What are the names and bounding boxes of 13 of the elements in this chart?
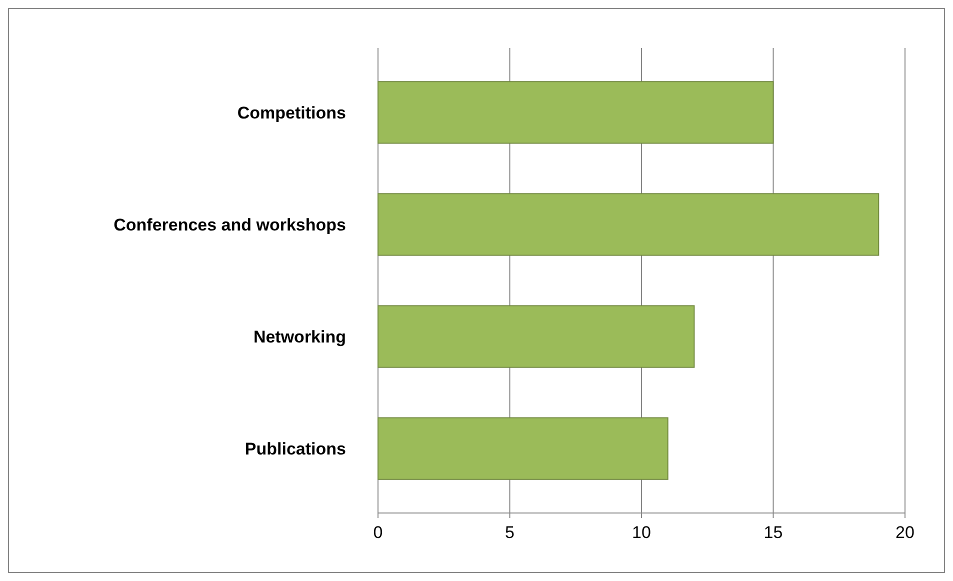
x-tick-label: 15 xyxy=(764,523,783,542)
y-tick-label: Networking xyxy=(253,327,346,346)
bar xyxy=(378,193,880,256)
x-tick-label: 10 xyxy=(632,523,651,542)
bar xyxy=(378,305,695,368)
x-tick-label: 5 xyxy=(505,523,514,542)
bar xyxy=(378,81,774,144)
y-tick-label: Publications xyxy=(244,440,346,459)
x-tick-label: 0 xyxy=(373,523,383,542)
y-tick-label: Conferences and workshops xyxy=(114,215,346,234)
bar xyxy=(378,417,668,480)
x-tick-label: 20 xyxy=(896,523,914,542)
y-tick-label: Competitions xyxy=(237,103,346,122)
